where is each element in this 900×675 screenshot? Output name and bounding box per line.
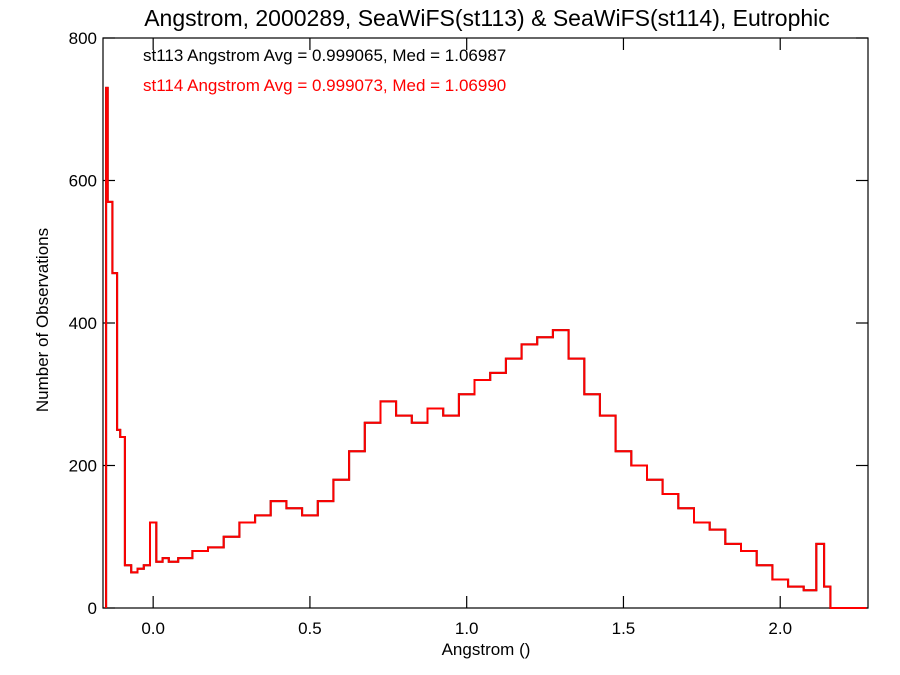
y-axis-ticks: 0 200 400 600 800 xyxy=(69,29,868,618)
y-tick-label-1: 200 xyxy=(69,457,97,476)
y-tick-label-4: 800 xyxy=(69,29,97,48)
series-st113 xyxy=(105,86,867,609)
x-axis-ticks: 0.0 0.5 1.0 1.5 2.0 xyxy=(141,38,792,638)
series-layer xyxy=(105,86,867,609)
x-tick-label-1: 0.5 xyxy=(298,619,322,638)
annotation-st113: st113 Angstrom Avg = 0.999065, Med = 1.0… xyxy=(143,46,506,65)
x-tick-label-4: 2.0 xyxy=(768,619,792,638)
x-tick-label-2: 1.0 xyxy=(455,619,479,638)
x-tick-label-0: 0.0 xyxy=(141,619,165,638)
y-tick-label-2: 400 xyxy=(69,314,97,333)
x-axis-label: Angstrom () xyxy=(442,640,531,659)
x-tick-label-3: 1.5 xyxy=(612,619,636,638)
plot-frame xyxy=(102,37,869,609)
y-axis-label: Number of Observations xyxy=(33,228,52,412)
chart-title: Angstrom, 2000289, SeaWiFS(st113) & SeaW… xyxy=(144,5,830,31)
y-tick-label-0: 0 xyxy=(88,599,97,618)
y-tick-label-3: 600 xyxy=(69,172,97,191)
annotation-st114: st114 Angstrom Avg = 0.999073, Med = 1.0… xyxy=(143,76,506,95)
series-st114 xyxy=(105,86,867,609)
